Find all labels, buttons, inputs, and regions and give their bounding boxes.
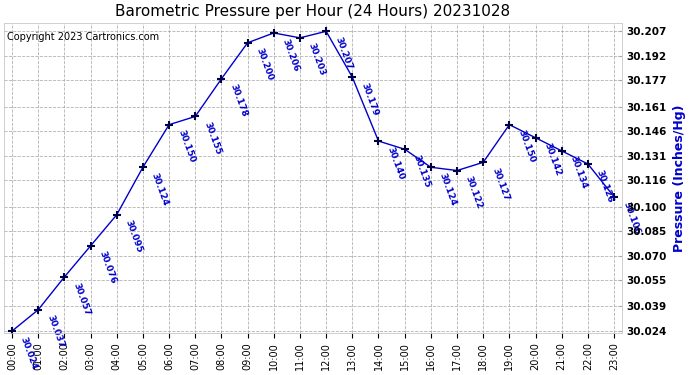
Text: 30.135: 30.135 [412,153,432,189]
Text: 30.134: 30.134 [569,155,589,190]
Text: 30.207: 30.207 [333,36,353,71]
Text: 30.140: 30.140 [386,145,406,181]
Text: 30.206: 30.206 [281,37,301,72]
Text: 30.200: 30.200 [255,47,275,82]
Text: Copyright 2023 Cartronics.com: Copyright 2023 Cartronics.com [8,32,159,42]
Text: 30.150: 30.150 [516,129,537,164]
Text: 30.203: 30.203 [307,42,327,77]
Text: 30.150: 30.150 [176,129,196,164]
Text: 30.127: 30.127 [490,166,511,202]
Text: 30.142: 30.142 [542,142,563,177]
Title: Barometric Pressure per Hour (24 Hours) 20231028: Barometric Pressure per Hour (24 Hours) … [115,4,511,19]
Text: 30.124: 30.124 [437,171,458,207]
Text: 30.178: 30.178 [228,83,248,118]
Y-axis label: Pressure (Inches/Hg): Pressure (Inches/Hg) [673,104,686,252]
Text: 30.126: 30.126 [595,168,615,204]
Text: 30.076: 30.076 [97,250,118,285]
Text: 30.179: 30.179 [359,81,380,117]
Text: 30.057: 30.057 [71,281,92,316]
Text: 30.122: 30.122 [464,175,484,210]
Text: 30.155: 30.155 [202,121,222,156]
Text: 30.124: 30.124 [150,171,170,207]
Text: 30.095: 30.095 [124,219,144,254]
Text: 30.024: 30.024 [19,335,39,371]
Text: 30.037: 30.037 [45,314,66,350]
Text: 30.106: 30.106 [621,201,641,236]
